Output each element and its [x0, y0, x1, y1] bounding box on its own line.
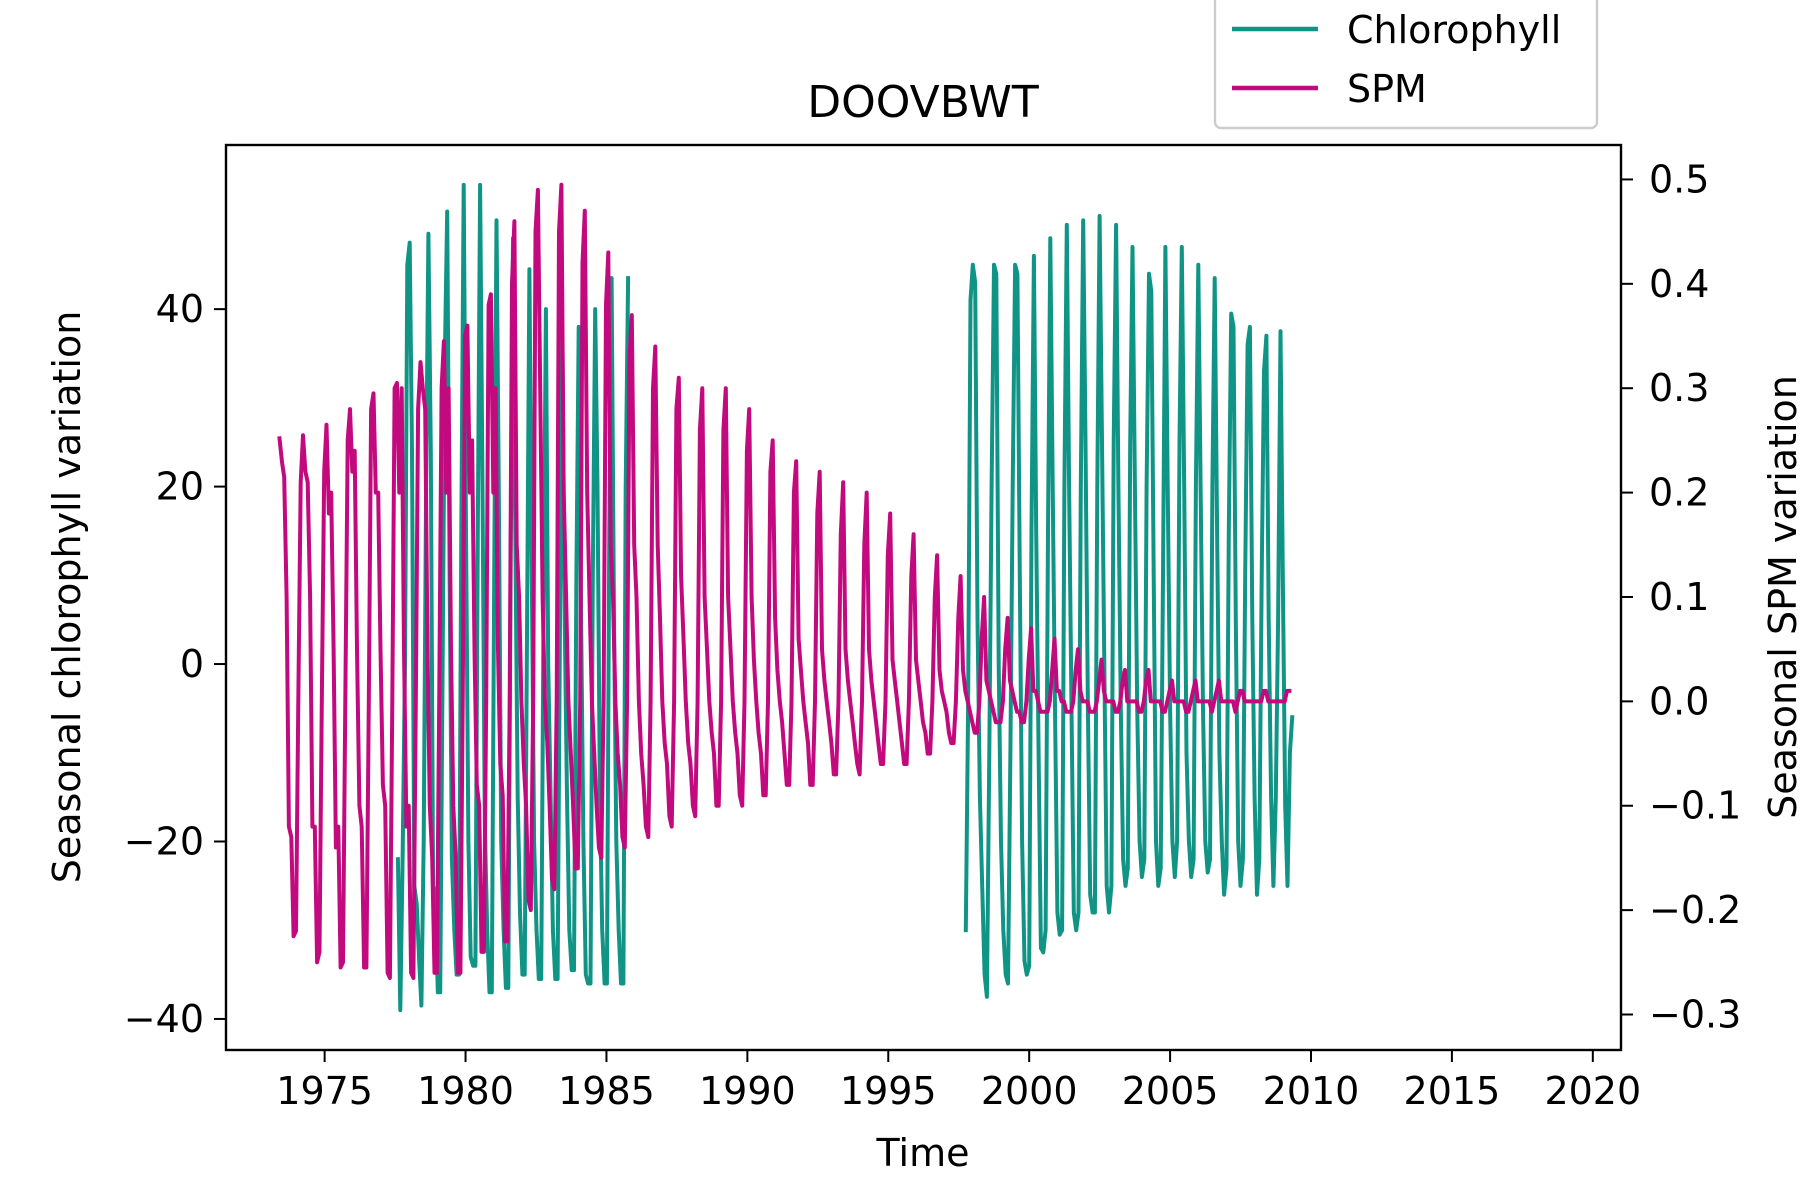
y2-tick-label-0.1: 0.1 — [1649, 575, 1709, 619]
x-tick-label-1995: 1995 — [840, 1069, 937, 1113]
legend-label-chlorophyll: Chlorophyll — [1347, 8, 1561, 52]
y2-tick-label--0.1: −0.1 — [1649, 784, 1741, 828]
y2-tick-label--0.3: −0.3 — [1649, 993, 1741, 1037]
series-line-spm-0 — [277, 182, 1292, 980]
y-tick-label-0: 0 — [180, 642, 204, 686]
legend-box — [1213, 0, 1599, 130]
y2-tick-label--0.2: −0.2 — [1649, 888, 1741, 932]
x-axis-ticks: 1975 1980 1985 1990 1995 2000 2005 2010 2015 2020 — [276, 1050, 1641, 1113]
series-layer — [277, 182, 1295, 1013]
x-tick-label-2000: 2000 — [981, 1069, 1078, 1113]
x-tick-label-1990: 1990 — [699, 1069, 796, 1113]
x-tick-label-1975: 1975 — [276, 1069, 373, 1113]
y-tick-label-40: 40 — [156, 287, 204, 331]
chart-title: DOOVBWT — [807, 77, 1039, 128]
legend-label-spm: SPM — [1347, 67, 1427, 111]
x-tick-label-2015: 2015 — [1404, 1069, 1501, 1113]
y2-tick-label-0.5: 0.5 — [1649, 157, 1709, 201]
y2-tick-label-0: 0.0 — [1649, 679, 1709, 723]
x-tick-label-2005: 2005 — [1122, 1069, 1219, 1113]
series-line-chlorophyll-1 — [963, 214, 1295, 999]
x-tick-label-2020: 2020 — [1544, 1069, 1641, 1113]
legend: Chlorophyll SPM — [1213, 0, 1599, 130]
x-tick-label-1985: 1985 — [558, 1069, 655, 1113]
y-axis-ticks: −40 −20 0 20 40 — [124, 287, 226, 1041]
x-axis-title: Time — [876, 1131, 970, 1175]
y2-tick-label-0.3: 0.3 — [1649, 366, 1709, 410]
y-tick-label--40: −40 — [124, 997, 204, 1041]
y2-axis-ticks: −0.3 −0.2 −0.1 0.0 0.1 0.2 0.3 0.4 0.5 — [1621, 157, 1741, 1037]
y-axis-title: Seasonal chlorophyll variation — [45, 311, 89, 884]
y2-tick-label-0.4: 0.4 — [1649, 262, 1709, 306]
y-tick-label-20: 20 — [156, 465, 204, 509]
y-tick-label--20: −20 — [124, 819, 204, 863]
y2-tick-label-0.2: 0.2 — [1649, 471, 1709, 515]
x-tick-label-2010: 2010 — [1263, 1069, 1360, 1113]
y2-axis-title: Seasonal SPM variation — [1761, 375, 1800, 819]
x-tick-label-1980: 1980 — [417, 1069, 514, 1113]
